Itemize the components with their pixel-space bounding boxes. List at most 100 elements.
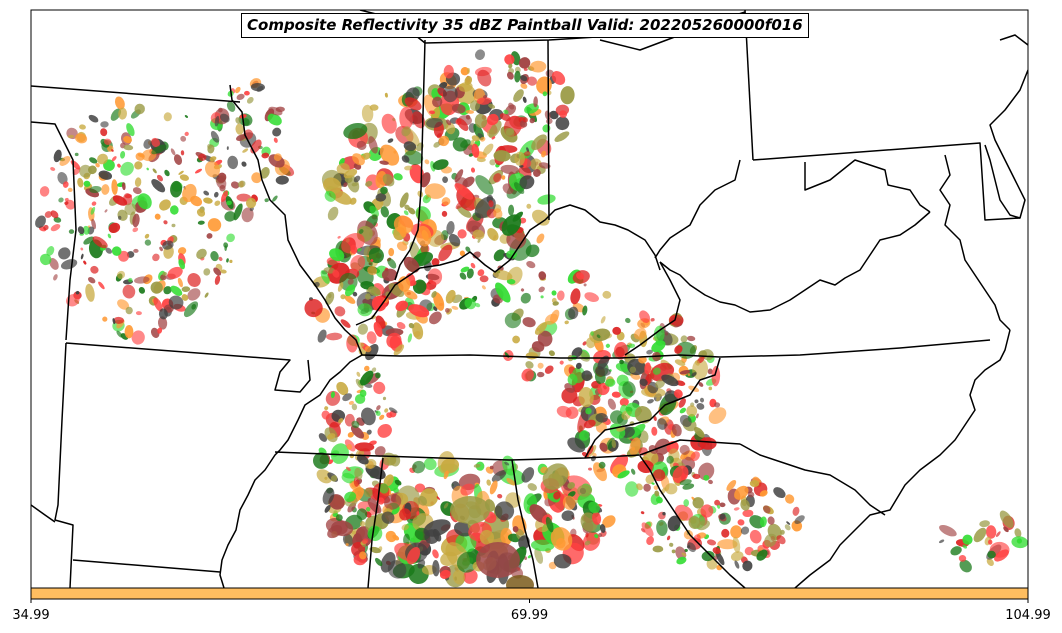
paintball-cell bbox=[124, 325, 134, 339]
paintball-cell bbox=[345, 466, 351, 472]
paintball-cell bbox=[421, 230, 429, 241]
paintball-cell bbox=[730, 525, 743, 539]
paintball-cell bbox=[327, 433, 336, 440]
paintball-cell bbox=[958, 554, 967, 562]
paintball-cell bbox=[759, 490, 768, 497]
paintball-cell bbox=[351, 530, 357, 535]
paintball-cell bbox=[520, 75, 528, 82]
paintball-cell bbox=[312, 452, 330, 469]
paintball-cell bbox=[385, 328, 404, 337]
paintball-cell bbox=[597, 382, 610, 396]
paintball-cell bbox=[719, 513, 726, 520]
paintball-cell bbox=[542, 463, 569, 490]
paintball-cell bbox=[207, 218, 222, 232]
paintball-cell bbox=[178, 170, 184, 175]
paintball-cell bbox=[327, 293, 332, 299]
paintball-cell bbox=[369, 205, 379, 218]
paintball-cell bbox=[151, 144, 167, 155]
paintball-cell bbox=[441, 197, 451, 206]
paintball-cell bbox=[784, 524, 791, 531]
paintball-cell bbox=[121, 182, 126, 191]
paintball-cell bbox=[436, 133, 442, 139]
paintball-cell bbox=[79, 164, 92, 178]
paintball-cell bbox=[717, 539, 738, 550]
paintball-cell bbox=[60, 259, 78, 270]
paintball-cell bbox=[209, 156, 217, 162]
paintball-cell bbox=[267, 113, 282, 126]
paintball-cell bbox=[151, 179, 166, 193]
paintball-cell bbox=[230, 181, 240, 189]
paintball-cell bbox=[226, 258, 229, 263]
paintball-cell bbox=[565, 406, 579, 419]
paintball-cell bbox=[475, 175, 494, 195]
paintball-cell bbox=[226, 101, 236, 112]
paintball-cell bbox=[182, 183, 197, 203]
paintball-cell bbox=[366, 429, 372, 435]
paintball-cell bbox=[698, 382, 704, 387]
paintball-cell bbox=[585, 407, 592, 415]
paintball-cell bbox=[600, 316, 606, 324]
paintball-cell bbox=[128, 277, 133, 283]
paintball-cell bbox=[105, 247, 112, 254]
paintball-cell bbox=[250, 82, 265, 92]
paintball-cell bbox=[336, 381, 349, 396]
paintball-cell bbox=[387, 258, 397, 269]
paintball-cell bbox=[330, 475, 338, 482]
paintball-cell bbox=[194, 168, 203, 174]
paintball-cell bbox=[375, 410, 381, 416]
paintball-cell bbox=[492, 269, 513, 281]
paintball-cell bbox=[619, 359, 624, 365]
paintball-cell bbox=[365, 506, 371, 512]
paintball-cell bbox=[617, 470, 630, 479]
paintball-cell bbox=[393, 344, 405, 356]
paintball-cell bbox=[432, 96, 443, 108]
paintball-cell bbox=[379, 144, 400, 166]
paintball-cell bbox=[451, 103, 466, 114]
paintball-cell bbox=[373, 322, 383, 337]
paintball-cell bbox=[581, 370, 593, 382]
border-wv-va bbox=[659, 211, 931, 313]
paintball-cell bbox=[444, 307, 450, 313]
paintball-cell bbox=[500, 527, 513, 545]
paintball-cell bbox=[611, 439, 617, 449]
paintball-cell bbox=[359, 551, 367, 560]
paintball-cell bbox=[531, 134, 547, 151]
paintball-cell bbox=[100, 121, 109, 128]
paintball-cell bbox=[491, 136, 496, 140]
paintball-cell bbox=[740, 526, 750, 535]
paintball-cell bbox=[655, 496, 663, 504]
paintball-cell bbox=[367, 286, 381, 297]
paintball-cell bbox=[207, 144, 215, 154]
paintball-cell bbox=[156, 174, 164, 182]
paintball-cell bbox=[383, 474, 394, 487]
paintball-cell bbox=[602, 515, 616, 528]
paintball-cell bbox=[518, 57, 531, 69]
paintball-cell bbox=[792, 506, 800, 516]
paintball-cell bbox=[403, 141, 417, 152]
paintball-cell bbox=[409, 163, 425, 184]
paintball-cell bbox=[432, 528, 442, 542]
paintball-cell bbox=[730, 551, 744, 562]
paintball-cell bbox=[375, 557, 383, 567]
paintball-cell bbox=[678, 398, 686, 408]
paintball-cell bbox=[170, 285, 183, 296]
paintball-cell bbox=[50, 210, 59, 219]
paintball-cell bbox=[520, 288, 525, 292]
paintball-cell bbox=[324, 505, 331, 513]
border-mo-ar bbox=[65, 342, 311, 393]
paintball-cell bbox=[378, 483, 389, 494]
paintball-cell bbox=[226, 200, 232, 206]
paintball-cell bbox=[224, 211, 236, 222]
paintball-cell bbox=[460, 483, 475, 496]
paintball-cell bbox=[506, 71, 514, 80]
paintball-cell bbox=[537, 362, 544, 369]
paintball-cell bbox=[763, 505, 771, 514]
paintball-cell bbox=[479, 136, 486, 142]
paintball-cell bbox=[559, 110, 568, 118]
paintball-cell bbox=[446, 119, 452, 126]
paintball-cell bbox=[353, 175, 361, 183]
paintball-cell bbox=[540, 295, 544, 299]
paintball-cell bbox=[214, 115, 220, 127]
paintball-cell bbox=[67, 187, 73, 193]
paintball-cell bbox=[82, 225, 90, 235]
